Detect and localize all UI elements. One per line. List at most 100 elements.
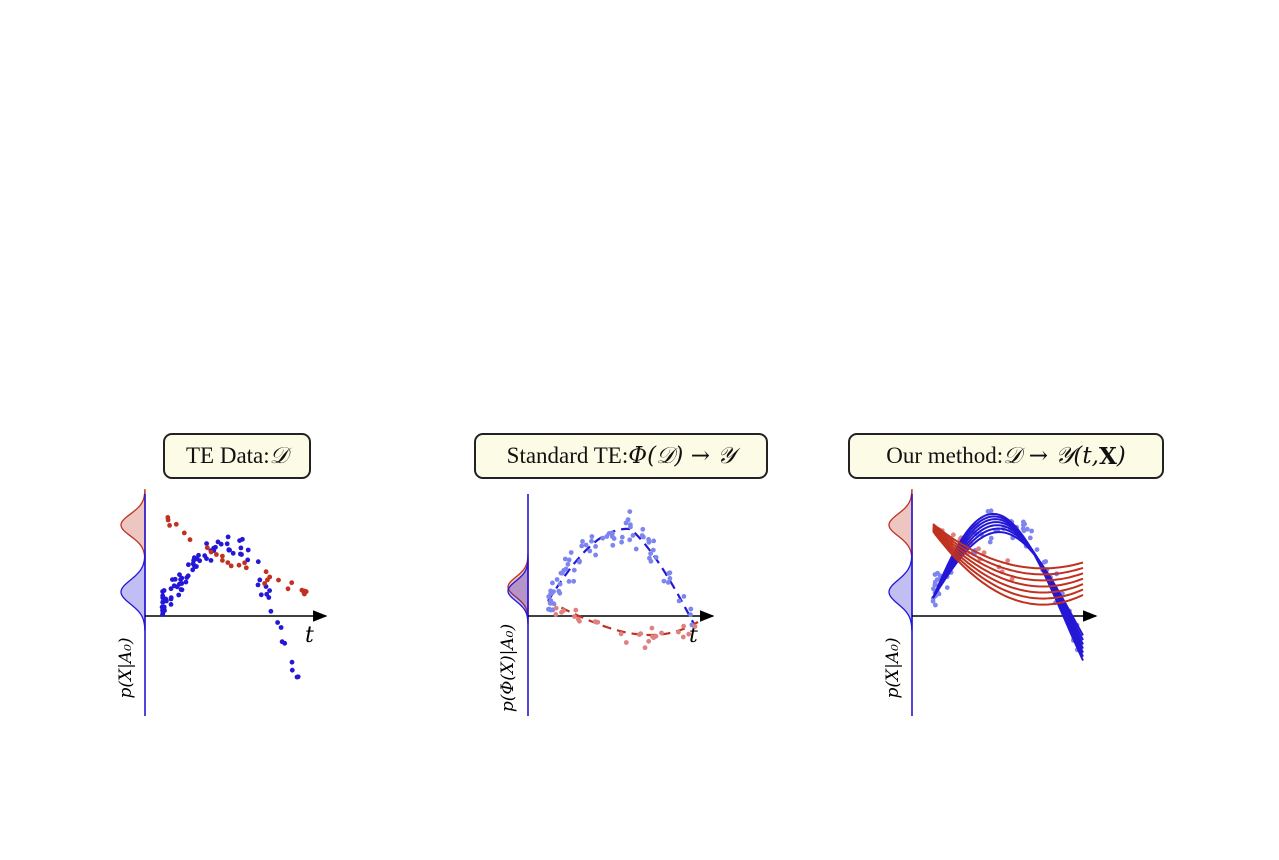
panel-2-control-point: [550, 580, 555, 586]
panel-3-treated-point: [976, 546, 981, 552]
panel-1-control-point: [164, 598, 169, 604]
panel-1-control-point: [264, 591, 270, 597]
panel-2-control-point: [546, 606, 551, 612]
panel-3-control-point: [935, 570, 940, 576]
panel-2-control-point: [619, 534, 625, 540]
panel-2-control-point: [587, 548, 593, 554]
panel-2-control-point: [562, 556, 568, 562]
panel-3-treated-trajectory: [932, 528, 1084, 594]
panel-1-density-label: p(X|A₀): [116, 637, 136, 698]
panel-2-time-axis-label: t: [689, 623, 698, 648]
panel-2-control-point: [547, 600, 553, 606]
panel-1-control-point: [289, 659, 295, 665]
panel-2-control-point: [661, 578, 667, 584]
panel-1-control-point: [237, 538, 243, 543]
panel-1-control-point: [176, 592, 182, 598]
panel-2-treated-point: [618, 631, 624, 637]
panel-1-control-point: [160, 612, 166, 617]
panel-3-control-density: [888, 552, 913, 631]
panel-2-treated-point: [553, 612, 559, 617]
panel-1-control-point: [174, 584, 180, 590]
panel-2-control-point: [651, 538, 657, 544]
panel-3-title-math-pre: 𝒟 → 𝒴(: [1003, 443, 1083, 469]
panel-2-control-point: [646, 539, 652, 545]
panel-3-treated-point: [1005, 558, 1011, 563]
panel-1-time-axis-label: t: [305, 623, 314, 648]
panel-1-control-point: [245, 547, 251, 553]
panel-3-treated-trajectory: [932, 530, 1084, 606]
panel-2-control-mean-curve: [547, 527, 699, 633]
panel-1-control-point: [168, 595, 174, 601]
panel-1-control-point: [268, 608, 274, 614]
panel-1-treated-point: [243, 565, 249, 571]
panel-2-control-point: [593, 552, 598, 558]
panel-2-control-point: [647, 555, 652, 561]
panel-1-treated-point: [220, 558, 225, 563]
panel-1-control-point: [295, 674, 301, 680]
panel-2-treated-point: [680, 634, 686, 640]
panel-2-treated-density: [507, 554, 529, 620]
panel-1-treated-point: [167, 523, 173, 528]
panel-3-treated-trajectory: [932, 523, 1084, 570]
panel-3-treated-trajectory: [932, 526, 1084, 588]
panel-2-control-point: [557, 581, 563, 587]
panel-2-treated-point: [575, 616, 581, 622]
panel-2-treated-point: [681, 623, 686, 629]
panel-1-control-point: [224, 541, 230, 547]
panel-2-treated-point: [561, 608, 566, 614]
panel-2-control-point: [568, 550, 574, 555]
panel-2-control-point: [589, 538, 594, 544]
panel-2-treated-point: [553, 605, 559, 611]
panel-2-control-point: [583, 542, 589, 548]
panel-2-control-density: [507, 558, 529, 624]
panel-2-title: Standard TE: Φ(𝒟) → 𝒴: [474, 433, 768, 479]
panel-2-control-point: [548, 591, 554, 596]
panel-1-treated-point: [181, 530, 187, 536]
panel-1-control-point: [204, 541, 210, 546]
panel-1-control-point: [239, 552, 244, 557]
panel-2-treated-point: [692, 624, 698, 629]
panel-1-control-point: [245, 557, 251, 563]
panel-1-control-point: [226, 547, 232, 553]
panel-1-control-point: [184, 575, 190, 580]
panel-1-control-point: [168, 602, 174, 607]
panel-2-treated-point: [592, 619, 598, 624]
panel-1-control-point: [255, 582, 261, 588]
panel-3-control-point: [1027, 535, 1033, 541]
panel-1-treated-density: [120, 489, 146, 561]
panel-2-control-point: [565, 561, 571, 567]
panel-2-control-point: [556, 588, 562, 594]
panel-1-control-point: [192, 564, 198, 569]
panel-1-treated-point: [204, 545, 210, 551]
panel-1-control-point: [202, 553, 208, 559]
panel-2-control-point: [579, 543, 585, 549]
panel-1-title-text: TE Data:: [185, 443, 270, 468]
panel-3-title-text: Our method:: [886, 443, 1004, 468]
panel-3-treated-trajectory: [932, 524, 1084, 576]
panel-1-treated-point: [214, 552, 219, 557]
panel-2-treated-point: [646, 638, 652, 644]
panel-2-treated-point: [642, 645, 648, 651]
panel-1-control-point: [255, 559, 261, 565]
panel-1-treated-point: [289, 580, 295, 586]
panel-1-treated-point: [285, 586, 291, 592]
panel-2-treated-point: [572, 614, 577, 619]
panel-1-control-point: [275, 620, 280, 625]
panel-3-treated-point: [951, 532, 956, 538]
panel-3-control-trajectory: [932, 531, 1084, 636]
panel-1-treated-point: [265, 577, 270, 583]
panel-3-control-point: [1022, 521, 1027, 527]
panel-1-treated-point: [187, 537, 193, 543]
panel-1-control-point: [170, 577, 175, 582]
panel-1-treated-point: [220, 553, 225, 559]
panel-1-treated-point: [173, 521, 179, 527]
panel-2-control-point: [577, 558, 582, 564]
panel-1-control-point: [178, 577, 184, 582]
panel-1-treated-point: [225, 560, 231, 565]
panel-1-control-point: [177, 572, 182, 578]
panel-2-control-point: [633, 546, 639, 552]
panel-2-control-point: [571, 578, 577, 584]
panel-3-treated-trajectory: [932, 525, 1084, 582]
panel-1-control-point: [183, 579, 189, 585]
panel-2-treated-point: [638, 631, 644, 637]
